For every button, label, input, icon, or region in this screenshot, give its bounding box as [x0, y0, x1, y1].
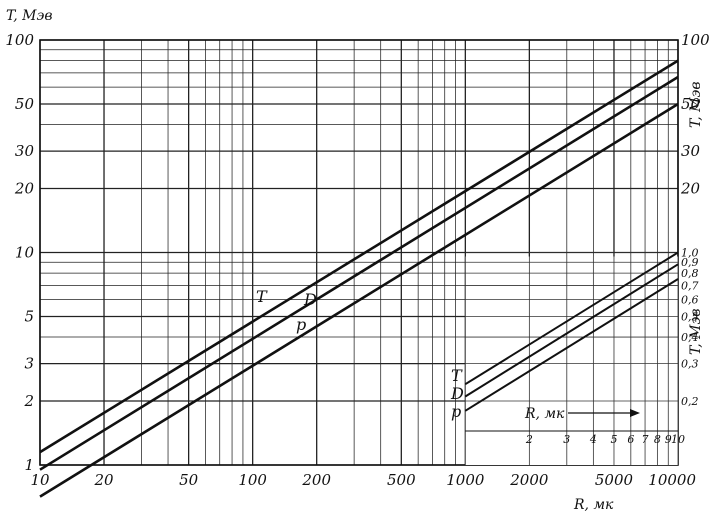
y-tick-label-right: 100	[681, 31, 710, 49]
inset-series-line-T	[464, 251, 679, 386]
y-tick-label-right: 50	[681, 95, 701, 113]
inset-y-tick-label: 1,0	[681, 247, 699, 260]
inset-x-tick-label: 8	[654, 433, 661, 446]
inset-x-tick-label: 10	[671, 433, 685, 446]
inset-y-tick-label: 0,5	[681, 310, 699, 323]
y-tick-label-left: 10	[15, 244, 35, 262]
y-axis-title-left: T, Мэв	[6, 8, 53, 24]
inset-x-tick-label: 7	[642, 433, 649, 446]
inset-x-tick-label: 4	[589, 433, 597, 446]
y-axis-title-right-upper: T, Мэв	[688, 81, 704, 128]
x-tick-label: 200	[301, 471, 331, 489]
y-tick-label-left: 30	[15, 142, 35, 160]
inset-x-axis-title: R, мк	[524, 406, 565, 422]
y-tick-label-left: 100	[5, 31, 34, 49]
y-tick-label-right: 30	[681, 142, 701, 160]
inset-x-tick-label: 2	[525, 433, 533, 446]
tick-labels: 10 20 50 100 200 500 1000 2000 5000 1000012351020…	[5, 31, 710, 489]
x-tick-label: 5000	[595, 471, 634, 489]
inset-background	[465, 256, 678, 465]
y-tick-label-right: 20	[680, 180, 701, 198]
inset-series-lines	[464, 251, 679, 412]
x-tick-label: 100	[238, 471, 267, 489]
series-line-T	[39, 59, 679, 454]
inset-x-tick-label: 6	[627, 433, 634, 446]
curve-label-p: p	[296, 315, 306, 334]
x-tick-label: 20	[93, 471, 114, 489]
inset-y-tick-label: 0,6	[681, 294, 699, 307]
inset-series-line-D	[464, 263, 679, 398]
y-tick-label-left: 3	[24, 355, 34, 373]
inset-y-tick-label: 0,9	[681, 256, 699, 269]
x-tick-label: 2000	[509, 471, 549, 489]
curve-label-T: T	[256, 287, 268, 306]
x-tick-label: 1000	[446, 471, 485, 489]
y-tick-label-left: 20	[14, 180, 35, 198]
x-tick-label: 500	[387, 471, 416, 489]
series-line-D	[39, 75, 679, 471]
inset-x-tick-label: 9	[665, 433, 672, 446]
series-lines	[39, 59, 679, 498]
y-axis-title-right-lower: T, Мэв	[688, 308, 704, 355]
inset-curve-label-T: T	[451, 366, 463, 385]
curve-label-D: D	[303, 290, 317, 309]
inset-curve-label-D: D	[450, 384, 464, 403]
inset-y-tick-label: 0,2	[681, 395, 699, 408]
inset-curve-label-p: p	[451, 402, 461, 421]
x-tick-label: 50	[179, 471, 199, 489]
x-axis-title: R, мк	[573, 497, 614, 513]
x-tick-label: 10	[30, 471, 50, 489]
y-tick-label-left: 2	[23, 392, 34, 410]
inset-x-tick-label: 5	[610, 433, 617, 446]
inset-y-tick-label: 0,8	[681, 267, 699, 280]
y-tick-label-left: 50	[15, 95, 35, 113]
inset-y-tick-label: 0,7	[681, 279, 699, 292]
series-line-p	[39, 102, 679, 498]
y-tick-label-left: 5	[24, 307, 34, 325]
inset-y-tick-label: 0,4	[681, 331, 699, 344]
y-tick-label-left: 1	[24, 456, 34, 474]
inset-grid	[464, 252, 679, 465]
inset-y-tick-label: 0,3	[681, 358, 699, 371]
x-tick-label: 10000	[648, 471, 696, 489]
inset-x-tick-label: 3	[563, 433, 570, 446]
inset-x-arrow-head	[630, 409, 640, 417]
inset-series-line-p	[464, 278, 679, 412]
